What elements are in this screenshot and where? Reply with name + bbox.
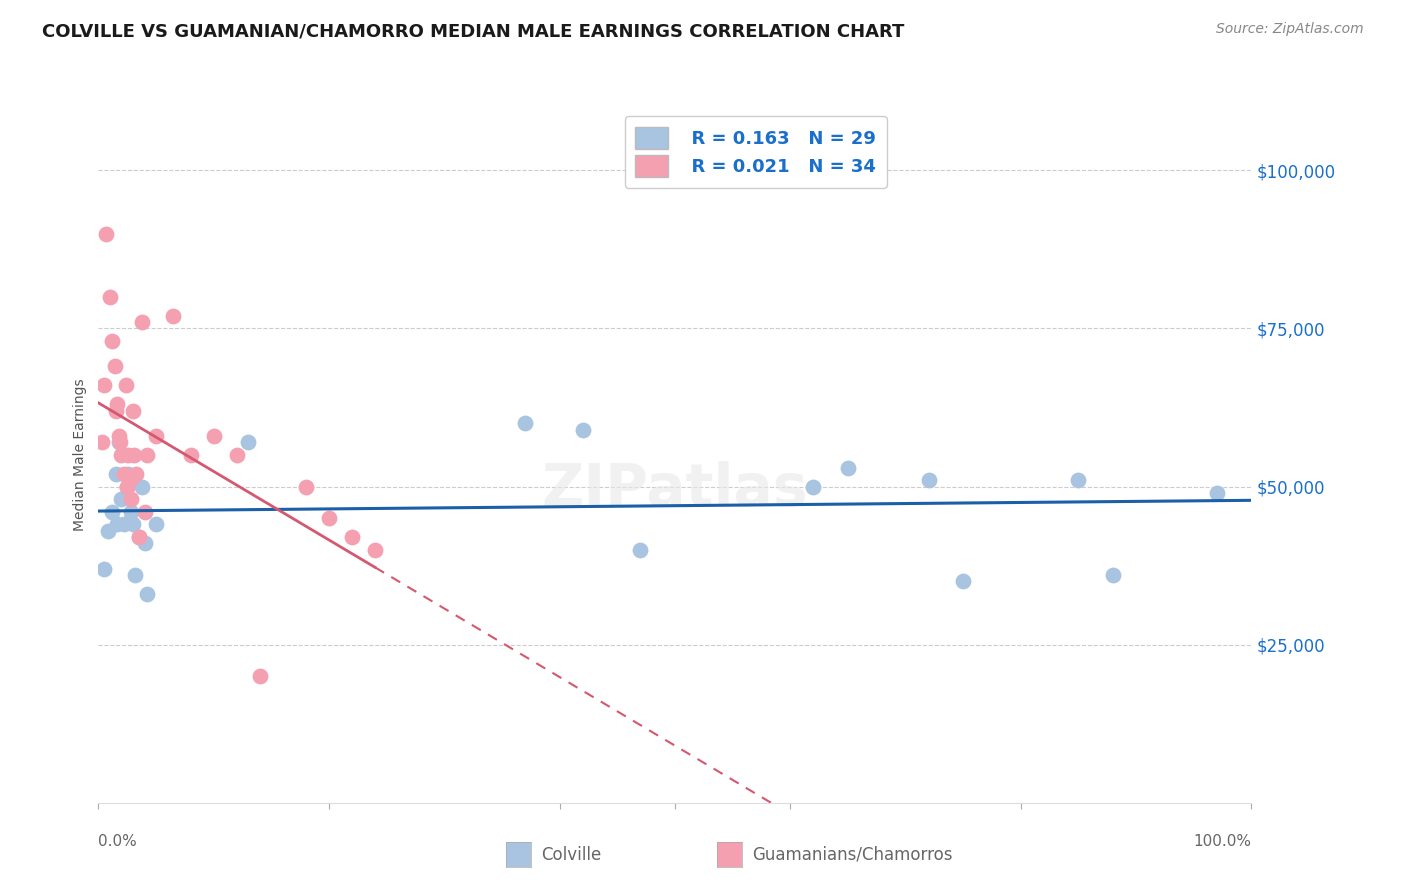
Point [93,562,115,576]
Text: 100.0%: 100.0% [1194,834,1251,849]
Point [124,568,146,582]
Text: Colville: Colville [541,846,602,863]
Point [135,448,157,462]
Point [238,435,260,450]
Point [952,574,974,589]
Point [97,524,120,538]
Point [801,479,824,493]
Point [134,505,156,519]
Point [162,309,184,323]
Point [120,505,142,519]
Point [115,378,138,392]
Point [110,435,132,450]
Point [108,429,131,443]
Point [180,448,202,462]
Point [108,435,131,450]
Text: ZIPatlas: ZIPatlas [541,461,808,518]
Text: COLVILLE VS GUAMANIAN/CHAMORRO MEDIAN MALE EARNINGS CORRELATION CHART: COLVILLE VS GUAMANIAN/CHAMORRO MEDIAN MA… [42,22,904,40]
Point [131,479,153,493]
Point [110,492,132,507]
Point [118,473,141,487]
Point [105,517,128,532]
Point [120,492,142,507]
Point [117,479,139,493]
Point [513,417,536,431]
Point [128,530,150,544]
Point [104,403,127,417]
Point [340,530,363,544]
Point [1102,568,1125,582]
Point [1067,473,1090,487]
Text: Source: ZipAtlas.com: Source: ZipAtlas.com [1216,22,1364,37]
Point [122,403,145,417]
Point [112,517,135,532]
Point [125,467,148,481]
Point [117,467,139,481]
Point [98,290,121,304]
Point [96,227,118,241]
Point [225,448,247,462]
Point [103,359,125,374]
Point [122,448,145,462]
Point [202,429,225,443]
Point [571,423,593,437]
Point [90,435,112,450]
Point [105,397,128,411]
Point [295,479,318,493]
Point [101,334,124,348]
Point [128,530,150,544]
Point [1205,486,1227,500]
Point [117,448,139,462]
Point [134,536,156,550]
Point [837,460,859,475]
Point [145,429,167,443]
Point [249,669,271,683]
Point [917,473,939,487]
Point [93,378,115,392]
Point [101,505,124,519]
Point [112,467,135,481]
Y-axis label: Median Male Earnings: Median Male Earnings [73,378,87,532]
Point [104,467,127,481]
Point [135,587,157,601]
Legend:   R = 0.163   N = 29,   R = 0.021   N = 34: R = 0.163 N = 29, R = 0.021 N = 34 [624,116,887,188]
Point [110,448,132,462]
Point [131,315,153,329]
Point [117,479,139,493]
Point [122,517,145,532]
Text: 0.0%: 0.0% [98,834,138,849]
Point [628,542,651,557]
Point [145,517,167,532]
Point [318,511,340,525]
Text: Guamanians/Chamorros: Guamanians/Chamorros [752,846,953,863]
Point [364,542,387,557]
